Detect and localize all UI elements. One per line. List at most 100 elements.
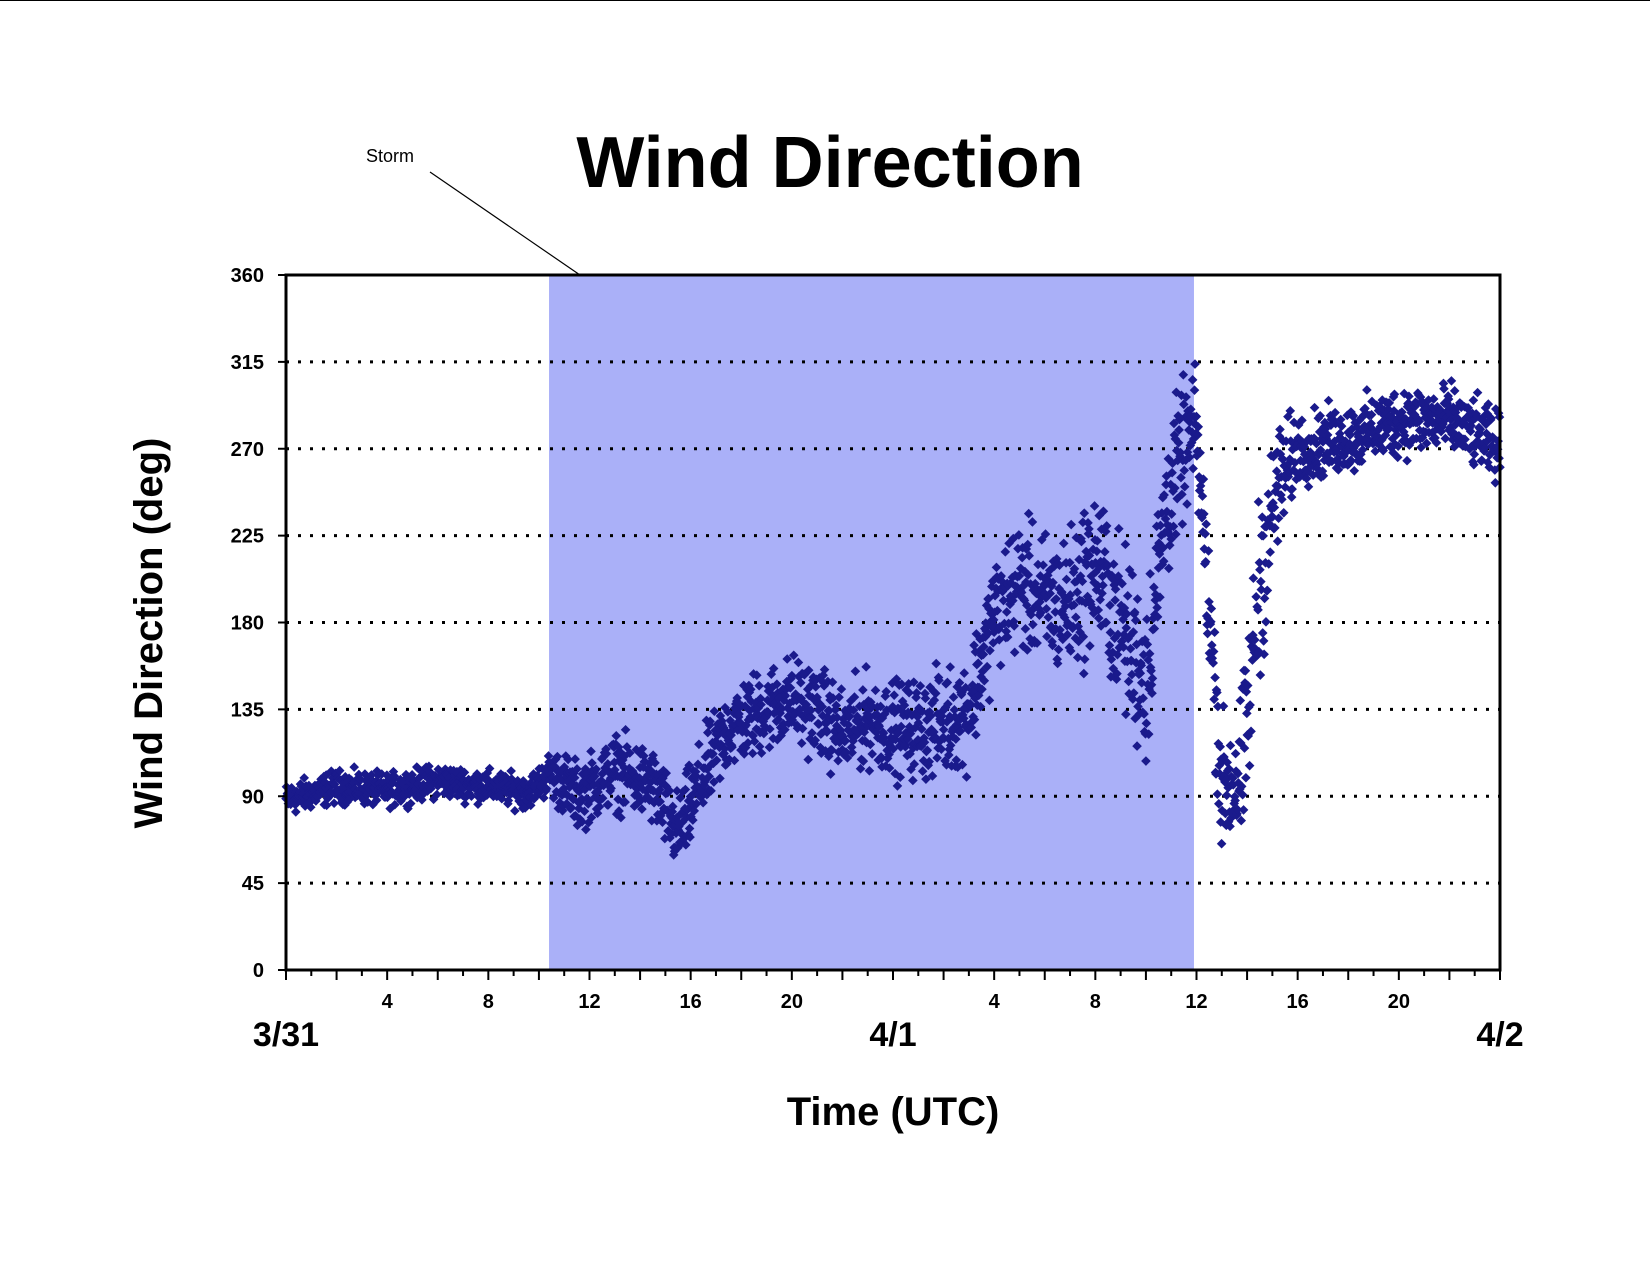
data-point	[1085, 641, 1095, 651]
data-point	[1042, 631, 1052, 642]
data-point	[1215, 741, 1226, 752]
data-point	[1241, 772, 1251, 783]
data-point	[1193, 422, 1204, 432]
data-point	[552, 773, 562, 784]
data-point	[1149, 623, 1160, 634]
data-point	[1105, 627, 1116, 638]
storm-shaded-region	[549, 275, 1194, 970]
data-point	[1469, 459, 1479, 470]
data-point	[1283, 411, 1293, 422]
data-point	[847, 747, 857, 758]
data-point	[1367, 424, 1378, 434]
data-point	[300, 801, 310, 811]
data-point	[329, 798, 339, 809]
data-point	[1171, 529, 1181, 540]
data-point	[1322, 430, 1333, 440]
data-point	[414, 772, 425, 783]
data-point	[896, 679, 907, 690]
data-point	[858, 685, 868, 695]
data-point	[987, 576, 998, 586]
data-point	[845, 696, 856, 706]
data-point	[1440, 433, 1451, 444]
data-point	[991, 562, 1002, 573]
storm-annotation-label: Storm	[366, 146, 414, 166]
data-point	[842, 753, 853, 763]
data-point	[780, 691, 791, 701]
data-point	[1110, 584, 1121, 595]
data-point	[695, 792, 706, 803]
data-point	[400, 774, 411, 785]
data-point	[543, 751, 554, 761]
data-point	[702, 727, 713, 738]
data-point	[1006, 578, 1016, 588]
data-point	[601, 748, 612, 759]
data-point	[684, 823, 695, 834]
data-point	[904, 687, 914, 698]
data-point	[1129, 607, 1140, 618]
data-point	[1241, 686, 1252, 697]
data-point	[709, 777, 719, 787]
data-point	[1198, 474, 1209, 484]
data-point	[1098, 580, 1108, 591]
data-point	[580, 764, 591, 774]
data-point	[909, 759, 920, 769]
data-point	[824, 705, 835, 716]
data-point	[1192, 430, 1203, 440]
data-point	[745, 684, 756, 695]
data-point	[1254, 557, 1265, 568]
data-point	[637, 804, 647, 814]
data-point	[1128, 688, 1139, 698]
data-point	[775, 708, 785, 718]
data-point	[880, 691, 891, 701]
data-point	[1245, 700, 1255, 710]
data-point	[1077, 576, 1088, 587]
data-point	[1391, 429, 1402, 440]
data-point	[1139, 709, 1149, 719]
data-point	[732, 693, 743, 703]
data-point	[506, 766, 516, 776]
data-point	[635, 748, 646, 759]
data-point	[566, 803, 577, 813]
data-point	[799, 669, 810, 680]
data-point	[1273, 513, 1284, 524]
data-point	[326, 766, 337, 776]
data-point	[752, 670, 762, 680]
data-point	[680, 784, 691, 795]
data-point	[1258, 531, 1268, 541]
data-point	[1238, 805, 1249, 815]
data-point	[916, 724, 927, 734]
data-point	[905, 728, 916, 739]
data-point	[975, 701, 986, 712]
data-point	[1175, 447, 1186, 458]
data-point	[846, 742, 857, 753]
data-point	[1182, 499, 1192, 509]
data-point	[828, 693, 838, 703]
data-point	[503, 795, 514, 806]
data-point	[1118, 642, 1129, 652]
data-point	[806, 705, 816, 716]
data-point	[376, 769, 387, 779]
data-point	[361, 776, 372, 786]
data-point	[931, 658, 942, 669]
data-point	[1451, 412, 1462, 423]
data-point	[1168, 521, 1179, 532]
data-point	[1475, 424, 1486, 435]
data-point	[1142, 639, 1153, 650]
data-point	[768, 663, 779, 674]
data-point	[899, 700, 910, 711]
data-point	[1146, 680, 1157, 690]
data-point	[1146, 665, 1156, 676]
data-point	[496, 769, 506, 779]
data-point	[1076, 536, 1087, 547]
data-point	[405, 798, 416, 809]
data-point	[1022, 645, 1033, 655]
data-point	[932, 753, 942, 763]
data-point	[484, 763, 495, 774]
data-point	[985, 645, 995, 656]
data-point	[1427, 402, 1437, 413]
data-point	[371, 795, 382, 806]
data-point	[619, 762, 629, 773]
y-tick-label: 0	[253, 960, 264, 982]
y-tick-label: 315	[231, 352, 264, 374]
data-point	[1108, 559, 1119, 569]
